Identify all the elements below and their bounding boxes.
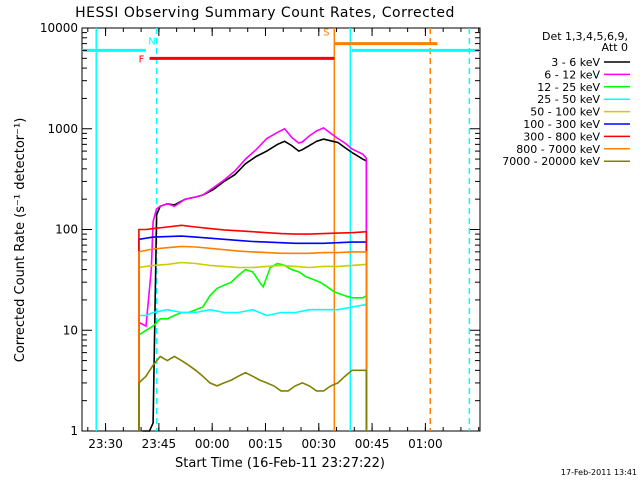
flag-label: F <box>139 54 145 65</box>
y-tick-label: 10 <box>63 323 78 337</box>
legend-entry-label: 6 - 12 keV <box>544 68 600 81</box>
flag-label: S <box>323 28 329 39</box>
x-tick-label: 00:45 <box>355 437 390 451</box>
legend-header-1: Det 1,3,4,5,6,9, <box>542 30 628 43</box>
legend-header-2: Att 0 <box>602 41 628 54</box>
series-line <box>142 138 368 432</box>
y-tick-label: 100 <box>55 223 78 237</box>
series-lines <box>138 126 368 432</box>
series-line <box>138 355 368 431</box>
series-line <box>138 126 368 431</box>
y-axis-ticks: 1 10 100 1000 10000 <box>40 21 480 438</box>
y-tick-label: 1 <box>70 424 78 438</box>
y-axis-label: Corrected Count Rate (s⁻¹ detector⁻¹) <box>13 118 28 363</box>
legend-entry-label: 800 - 7000 keV <box>516 143 600 156</box>
legend-entry-label: 3 - 6 keV <box>551 56 600 69</box>
x-tick-label: 00:00 <box>195 437 230 451</box>
series-line <box>138 303 368 431</box>
flag-label: N <box>148 36 155 47</box>
legend-entry-label: 100 - 300 keV <box>523 118 600 131</box>
legend-entry-label: 50 - 100 keV <box>530 106 600 119</box>
series-line <box>138 245 368 431</box>
x-tick-label: 23:30 <box>88 437 123 451</box>
x-axis-label: Start Time (16-Feb-11 23:27:22) <box>175 456 385 471</box>
series-line <box>138 224 368 431</box>
legend-entry-label: 12 - 25 keV <box>537 81 600 94</box>
x-tick-label: 23:45 <box>142 437 177 451</box>
x-tick-label: 00:15 <box>248 437 283 451</box>
x-tick-label: 01:00 <box>408 437 443 451</box>
chart-title: HESSI Observing Summary Count Rates, Cor… <box>75 5 455 21</box>
y-tick-label: 1000 <box>47 122 78 136</box>
timestamp: 17-Feb-2011 13:41 <box>561 468 637 477</box>
x-tick-label: 00:30 <box>301 437 336 451</box>
y-tick-label: 10000 <box>40 21 78 35</box>
x-axis-ticks: 23:30 23:45 00:00 00:15 00:30 00:45 01:00 <box>87 28 480 451</box>
legend-entry-label: 300 - 800 keV <box>523 130 600 143</box>
flag-bars: FNNS <box>82 28 480 65</box>
legend-entry-label: 25 - 50 keV <box>537 93 600 106</box>
series-line <box>138 261 368 431</box>
series-line <box>138 262 368 431</box>
series-line <box>138 235 368 431</box>
legend-entry-label: 7000 - 20000 keV <box>502 155 600 168</box>
